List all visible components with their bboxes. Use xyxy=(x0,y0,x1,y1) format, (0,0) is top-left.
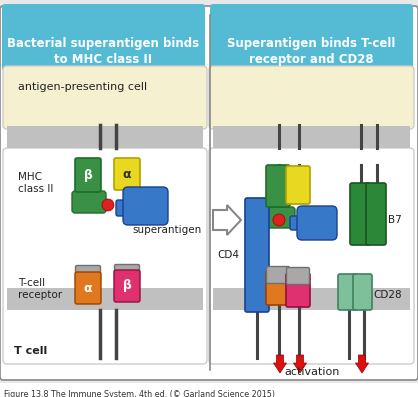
FancyArrow shape xyxy=(213,205,241,235)
FancyBboxPatch shape xyxy=(7,288,203,310)
FancyBboxPatch shape xyxy=(72,191,106,213)
FancyBboxPatch shape xyxy=(213,288,410,310)
Text: antigen-presenting cell: antigen-presenting cell xyxy=(18,82,147,92)
Text: MHC
class II: MHC class II xyxy=(18,172,54,194)
FancyBboxPatch shape xyxy=(209,148,414,364)
FancyBboxPatch shape xyxy=(286,273,310,307)
FancyBboxPatch shape xyxy=(0,6,418,380)
FancyBboxPatch shape xyxy=(209,66,414,129)
Text: Superantigen binds T-cell
receptor and CD28: Superantigen binds T-cell receptor and C… xyxy=(227,37,395,66)
Text: Figure 13.8 The Immune System, 4th ed. (© Garland Science 2015): Figure 13.8 The Immune System, 4th ed. (… xyxy=(4,390,275,397)
FancyBboxPatch shape xyxy=(262,207,295,228)
FancyArrow shape xyxy=(293,355,306,373)
FancyBboxPatch shape xyxy=(210,4,413,71)
FancyArrow shape xyxy=(355,355,369,373)
FancyBboxPatch shape xyxy=(114,158,140,190)
FancyBboxPatch shape xyxy=(267,266,290,283)
FancyBboxPatch shape xyxy=(7,126,203,148)
FancyBboxPatch shape xyxy=(290,216,307,230)
Circle shape xyxy=(273,214,285,226)
Text: T-cell
receptor: T-cell receptor xyxy=(18,278,62,300)
Text: superantigen: superantigen xyxy=(132,225,201,235)
FancyBboxPatch shape xyxy=(213,126,410,148)
FancyBboxPatch shape xyxy=(353,274,372,310)
FancyBboxPatch shape xyxy=(3,148,207,364)
Text: Bacterial superantigen binds
to MHC class II: Bacterial superantigen binds to MHC clas… xyxy=(7,37,199,66)
FancyBboxPatch shape xyxy=(286,166,310,204)
FancyBboxPatch shape xyxy=(115,264,140,281)
FancyBboxPatch shape xyxy=(2,4,205,71)
FancyBboxPatch shape xyxy=(3,66,207,129)
FancyBboxPatch shape xyxy=(75,158,101,192)
Text: α: α xyxy=(123,168,131,181)
FancyBboxPatch shape xyxy=(266,165,290,207)
FancyArrow shape xyxy=(273,355,286,373)
FancyBboxPatch shape xyxy=(116,200,134,216)
Text: CD4: CD4 xyxy=(217,250,239,260)
FancyBboxPatch shape xyxy=(75,272,101,304)
FancyBboxPatch shape xyxy=(266,271,290,305)
FancyBboxPatch shape xyxy=(286,268,309,285)
FancyBboxPatch shape xyxy=(366,183,386,245)
Text: B7: B7 xyxy=(388,215,402,225)
FancyBboxPatch shape xyxy=(297,206,337,240)
FancyBboxPatch shape xyxy=(350,183,370,245)
Text: β: β xyxy=(84,168,92,181)
Text: activation: activation xyxy=(284,367,340,377)
FancyBboxPatch shape xyxy=(114,270,140,302)
FancyBboxPatch shape xyxy=(338,274,357,310)
Circle shape xyxy=(102,199,114,211)
FancyBboxPatch shape xyxy=(76,266,100,283)
Text: CD28: CD28 xyxy=(373,290,402,300)
Text: α: α xyxy=(84,281,92,295)
FancyBboxPatch shape xyxy=(123,187,168,225)
Text: β: β xyxy=(122,279,131,293)
Text: T cell: T cell xyxy=(14,346,47,356)
FancyBboxPatch shape xyxy=(245,198,269,312)
